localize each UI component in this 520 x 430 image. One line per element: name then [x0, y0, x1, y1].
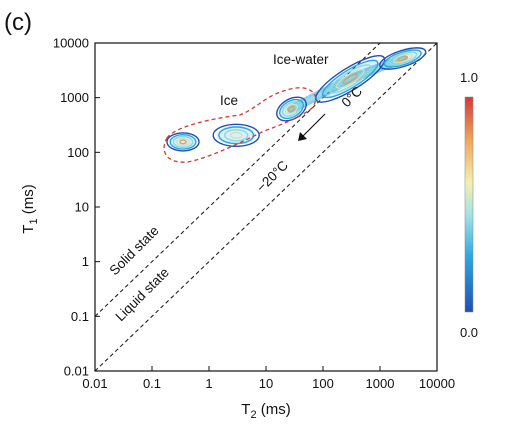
cluster-contour [321, 59, 379, 99]
y-tick-label: 10000 [53, 36, 89, 51]
heatmap-cluster [315, 55, 386, 103]
y-tick-label: 10 [75, 200, 89, 215]
cluster-contour [342, 73, 358, 85]
cluster-contour [223, 129, 249, 142]
cluster-contour [392, 53, 413, 64]
heatmap-clusters [166, 47, 427, 152]
cluster-contour [276, 96, 307, 122]
cluster-contour [218, 126, 255, 145]
x-tick-label: 10000 [419, 376, 455, 391]
cluster-contour [175, 137, 191, 147]
heatmap-cluster [379, 47, 427, 70]
panel-label: (c) [4, 9, 32, 36]
cluster-contour [328, 64, 372, 94]
colorbar-min-label: 0.0 [460, 325, 478, 340]
diagonal-lines [95, 43, 437, 371]
x-tick-label: 1000 [366, 376, 395, 391]
cluster-contour [315, 55, 386, 103]
y-tick-label: 100 [67, 145, 89, 160]
cluster-contour [179, 139, 187, 145]
cluster-fill [169, 134, 197, 150]
cluster-contour [172, 135, 194, 148]
cluster-contour [279, 98, 304, 120]
cluster-contour [335, 68, 365, 89]
cluster-contour [383, 49, 422, 68]
cooling-arrow [298, 113, 326, 141]
cluster-fill [383, 49, 423, 68]
cluster-fill [278, 98, 305, 120]
x-tick-label: 0.01 [82, 376, 107, 391]
ice-region-outline [163, 87, 317, 163]
x-axis-label: T2 (ms) [241, 401, 290, 421]
y-tick-label: 1000 [60, 90, 89, 105]
liquid-state-line [95, 43, 437, 371]
cluster-contour [166, 132, 200, 152]
x-tick-label: 1 [205, 376, 212, 391]
annotation-minus-20-celsius: −20°C [254, 157, 292, 195]
colorbar [464, 96, 474, 313]
y-tick-label: 1 [82, 254, 89, 269]
cluster-contour [212, 123, 260, 148]
cluster-contour [169, 133, 197, 150]
cluster-contour [388, 51, 418, 66]
x-tick-label: 0.1 [143, 376, 161, 391]
y-axis: 0.01 0.1 1 10 100 1000 10000 [53, 36, 100, 379]
cluster-contour [397, 55, 408, 62]
x-tick-label: 100 [312, 376, 334, 391]
x-axis: 0.01 0.1 1 10 100 1000 10000 [82, 366, 455, 391]
annotation-ice-water: Ice-water [273, 52, 329, 67]
cluster-fill [320, 59, 380, 99]
heatmap-cluster [212, 123, 260, 148]
cluster-contour [281, 101, 302, 117]
heatmap-cluster [276, 96, 307, 122]
y-tick-label: 0.1 [71, 309, 89, 324]
annotation-ice: Ice [220, 93, 238, 108]
y-axis-label: T1 (ms) [20, 184, 40, 233]
cluster-fill [216, 126, 256, 145]
heatmap-cluster [166, 132, 200, 152]
annotation-solid-state: Solid state [107, 223, 162, 278]
cluster-contour [284, 103, 299, 115]
y-tick-label: 0.01 [64, 364, 89, 379]
cluster-contour [229, 131, 243, 139]
cluster-contour [287, 105, 296, 113]
cluster-contour [379, 47, 427, 70]
colorbar-max-label: 1.0 [460, 70, 478, 85]
x-tick-label: 10 [259, 376, 273, 391]
